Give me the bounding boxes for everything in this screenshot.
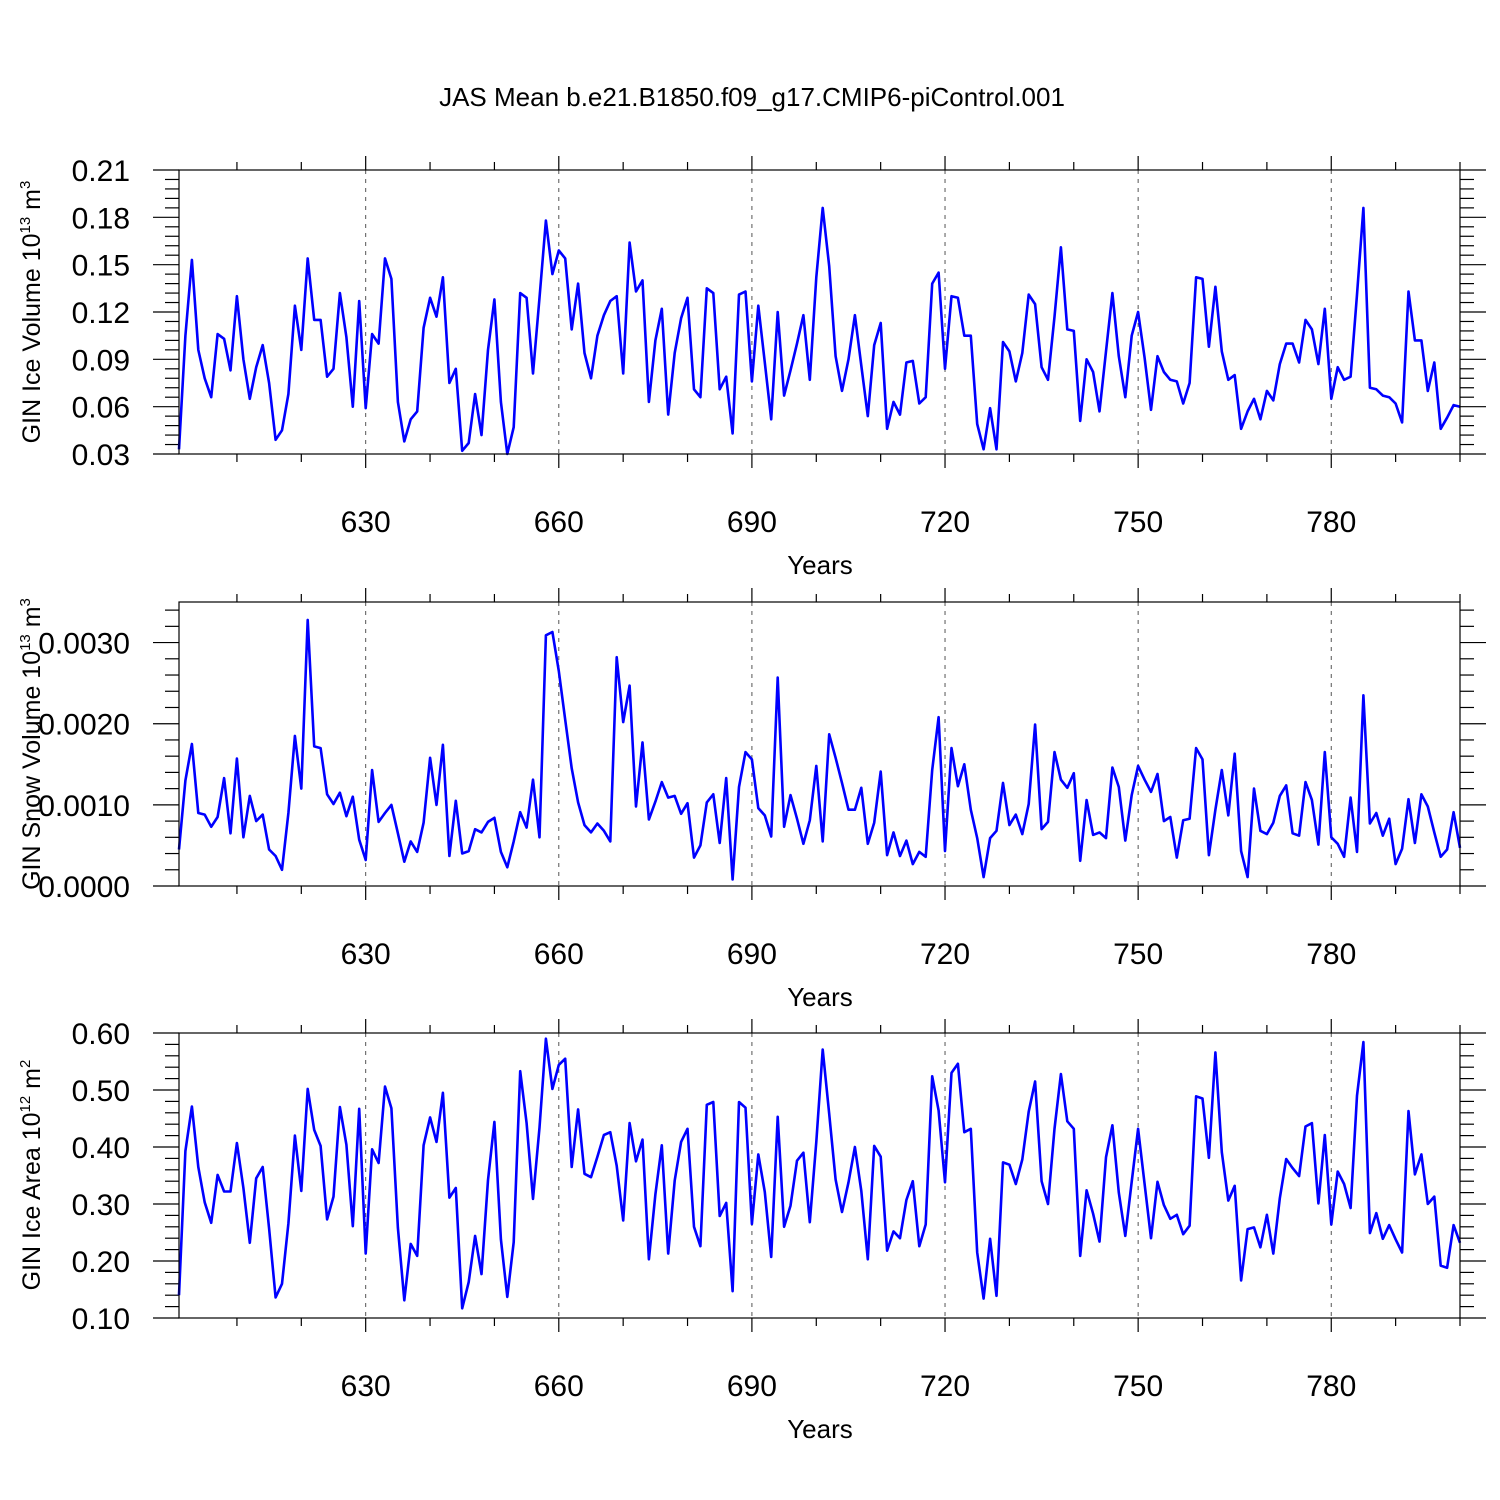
snow-volume-panel: 0.0000 0.0010 0.0020 0.0030 630 660 690 720 750 7… bbox=[17, 588, 1486, 1012]
x-tick-label: 690 bbox=[727, 938, 777, 971]
y-tick-label: 0.03 bbox=[72, 439, 130, 472]
y-tick-label: 0.30 bbox=[72, 1189, 130, 1222]
x-axis-label: Years bbox=[787, 982, 853, 1012]
y-tick-label: 0.12 bbox=[72, 297, 130, 330]
x-tick-label: 660 bbox=[534, 1370, 584, 1403]
x-tick-label: 750 bbox=[1113, 506, 1163, 539]
x-tick-label: 780 bbox=[1306, 938, 1356, 971]
y-axis-label: GIN Ice Volume 1013 m3 bbox=[17, 181, 46, 444]
x-tick-label: 690 bbox=[727, 506, 777, 539]
y-tick-label: 0.40 bbox=[72, 1132, 130, 1165]
series-line bbox=[177, 618, 1462, 881]
x-tick-label: 750 bbox=[1113, 938, 1163, 971]
ice-volume-panel: 0.03 0.06 0.09 0.12 0.15 0.18 0.21 630 660 690 720… bbox=[17, 155, 1486, 580]
x-axis-label: Years bbox=[787, 550, 853, 580]
y-tick-label: 0.50 bbox=[72, 1075, 130, 1108]
y-axis-label: GIN Ice Area 1012 m2 bbox=[17, 1060, 46, 1291]
x-tick-label: 720 bbox=[920, 1370, 970, 1403]
plot-frame bbox=[178, 1032, 1461, 1319]
x-tick-label: 720 bbox=[920, 938, 970, 971]
series-line bbox=[177, 1037, 1462, 1310]
y-tick-label: 0.20 bbox=[72, 1246, 130, 1279]
x-tick-label: 750 bbox=[1113, 1370, 1163, 1403]
ice-area-panel: 0.10 0.20 0.30 0.40 0.50 0.60 630 660 690 720 750 7… bbox=[17, 1018, 1486, 1444]
x-tick-label: 780 bbox=[1306, 1370, 1356, 1403]
x-tick-label: 660 bbox=[534, 506, 584, 539]
x-tick-label: 630 bbox=[341, 1370, 391, 1403]
x-tick-label: 780 bbox=[1306, 506, 1356, 539]
y-tick-label: 0.0010 bbox=[38, 790, 130, 823]
x-tick-label: 720 bbox=[920, 506, 970, 539]
series-line bbox=[177, 206, 1461, 456]
y-tick-label: 0.10 bbox=[72, 1303, 130, 1336]
y-tick-label: 0.06 bbox=[72, 392, 130, 425]
y-tick-label: 0.18 bbox=[72, 202, 130, 235]
y-tick-label: 0.15 bbox=[72, 250, 130, 283]
y-tick-label: 0.60 bbox=[72, 1018, 130, 1051]
x-axis-label: Years bbox=[787, 1414, 853, 1444]
plot-frame bbox=[178, 169, 1461, 455]
figure-title: JAS Mean b.e21.B1850.f09_g17.CMIP6-piCon… bbox=[439, 82, 1065, 112]
y-tick-label: 0.0020 bbox=[38, 709, 130, 742]
y-tick-label: 0.09 bbox=[72, 344, 130, 377]
x-tick-label: 690 bbox=[727, 1370, 777, 1403]
y-tick-label: 0.0000 bbox=[38, 871, 130, 904]
y-tick-label: 0.21 bbox=[72, 155, 130, 188]
y-axis-label: GIN Snow Volume 1013 m3 bbox=[17, 598, 46, 890]
x-tick-label: 630 bbox=[341, 938, 391, 971]
plot-frame bbox=[178, 601, 1461, 887]
x-tick-label: 630 bbox=[341, 506, 391, 539]
y-tick-label: 0.0030 bbox=[38, 628, 130, 661]
x-tick-label: 660 bbox=[534, 938, 584, 971]
